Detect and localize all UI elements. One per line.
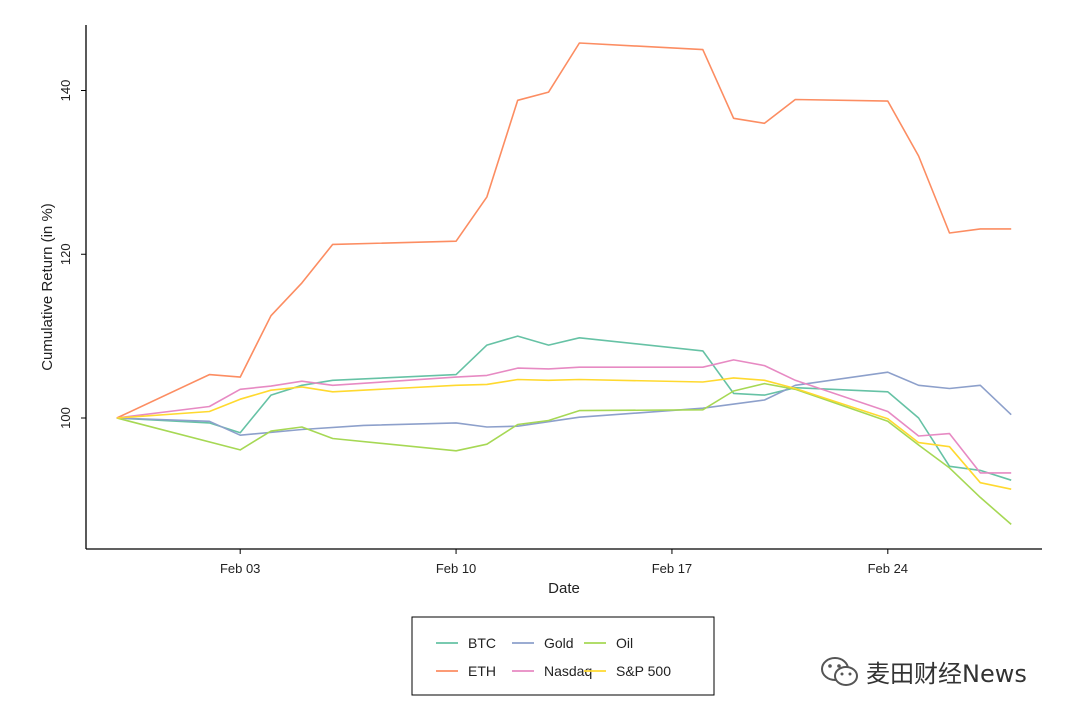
legend-label-s-p-500: S&P 500 (616, 663, 671, 679)
series-line-btc (116, 335, 1012, 481)
y-tick-label: 120 (58, 243, 73, 265)
series-line-s-p-500 (116, 377, 1012, 490)
y-tick-label: 140 (58, 80, 73, 102)
legend-label-gold: Gold (544, 635, 574, 651)
x-tick-label: Feb 17 (652, 561, 692, 576)
watermark: 麦田财经News (820, 654, 1027, 689)
axes: 100 120 140 Feb 03 Feb 10 Feb 17 Feb 24 Date Cum… (39, 25, 1042, 597)
series-line-nasdaq (116, 359, 1012, 474)
legend: BTC Gold Oil ETH Nasdaq S&P 500 (411, 616, 715, 696)
x-tick-label: Feb 03 (220, 561, 260, 576)
x-tick-label: Feb 10 (436, 561, 476, 576)
legend-label-nasdaq: Nasdaq (544, 663, 592, 679)
x-axis-label: Date (548, 580, 580, 597)
series-line-gold (116, 371, 1012, 436)
legend-label-oil: Oil (616, 635, 633, 651)
series-lines (116, 42, 1012, 526)
series-line-eth (116, 42, 1012, 419)
y-axis-label: Cumulative Return (in %) (39, 203, 56, 371)
legend-box (411, 616, 715, 696)
x-tick-label: Feb 24 (868, 561, 908, 576)
legend-label-btc: BTC (468, 635, 496, 651)
y-tick-label: 100 (58, 407, 73, 429)
watermark-text: 麦田财经News (866, 660, 1027, 688)
wechat-icon (821, 656, 858, 686)
series-line-oil (116, 382, 1012, 526)
legend-label-eth: ETH (468, 663, 496, 679)
